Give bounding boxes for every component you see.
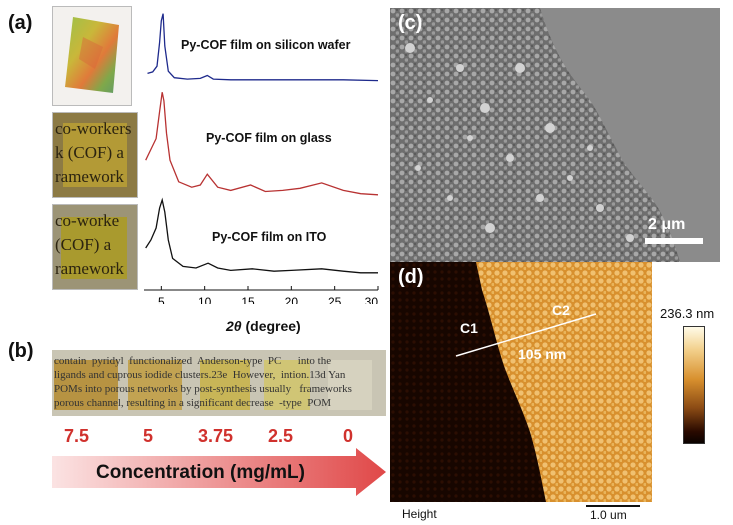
sem-texture — [390, 8, 720, 262]
afm-image: (d) C1 C2 105 nm — [390, 262, 652, 502]
sem-scale-label: 2 μm — [648, 216, 686, 233]
concentration-arrow — [52, 448, 386, 496]
x-tick-label-20: 20 — [285, 295, 299, 304]
film-photo-glass: co-workers k (COF) a ramework — [52, 112, 138, 198]
iridescent-film-image — [65, 17, 119, 93]
x-tick-label-30: 30 — [365, 295, 379, 304]
concentration-5: 5 — [143, 426, 154, 446]
afm-colorbar — [683, 326, 705, 444]
sem-particle — [587, 145, 593, 151]
sem-scale-bar — [645, 238, 703, 244]
x-axis-unit: (degree) — [241, 318, 301, 334]
sem-particle — [515, 63, 525, 73]
xrd-chart: 5 10 15 20 25 30 — [144, 13, 379, 304]
film-2.5 — [264, 360, 310, 410]
x-tick-label-25: 25 — [328, 295, 342, 304]
x-axis-title: 2θ (degree) — [226, 318, 301, 334]
sem-particle — [596, 204, 604, 212]
sem-particle — [567, 175, 573, 181]
afm-point-c2: C2 — [552, 302, 570, 318]
film-photo-silicon — [52, 6, 132, 106]
sem-particle — [405, 43, 415, 53]
series-line-1 — [145, 92, 379, 196]
afm-colorbar-max-label: 236.3 nm — [660, 306, 715, 321]
afm-step-height: 105 nm — [518, 346, 567, 362]
photo-text-ito: co-worke (COF) a ramework — [55, 211, 124, 278]
film-5 — [128, 360, 182, 410]
series-label-ito: Py-COF film on ITO — [212, 230, 327, 244]
film-7.5 — [54, 360, 118, 410]
afm-channel-label: Height — [402, 507, 437, 521]
sem-particle — [447, 195, 453, 201]
sem-particle — [427, 97, 433, 103]
series-label-silicon: Py-COF film on silicon wafer — [181, 38, 351, 52]
concentration-arrow-label: Concentration (mg/mL) — [96, 462, 305, 483]
concentration-2.5: 2.5 — [268, 426, 294, 446]
sem-particle — [456, 64, 464, 72]
concentration-7.5: 7.5 — [64, 426, 90, 446]
concentration-strip: contain pyridyl functionalized Anderson-… — [52, 350, 386, 416]
x-tick-label-15: 15 — [241, 295, 255, 304]
concentration-0: 0 — [343, 426, 354, 446]
sem-particle — [415, 165, 421, 171]
concentration-3.75: 3.75 — [198, 426, 234, 446]
sem-particle — [485, 223, 495, 233]
panel-c-label: (c) — [398, 12, 423, 34]
afm-scale-bar — [586, 505, 640, 507]
afm-scale-label: 1.0 um — [590, 508, 627, 522]
panel-b-label: (b) — [8, 340, 34, 362]
series-line-0 — [147, 13, 379, 82]
sem-particle — [536, 194, 544, 202]
sem-particle — [545, 123, 555, 133]
afm-point-c1: C1 — [460, 320, 478, 336]
afm-texture — [390, 262, 652, 502]
film-0 — [328, 360, 372, 410]
film-3.75 — [200, 360, 250, 410]
x-axis-symbol: 2θ — [226, 318, 242, 334]
sem-particle — [626, 234, 634, 242]
sem-image: (c) 2 μm — [390, 8, 720, 262]
series-label-glass: Py-COF film on glass — [206, 131, 332, 145]
sem-particle — [506, 154, 514, 162]
photo-text-glass: co-workers k (COF) a ramework — [55, 119, 132, 186]
x-tick-label-10: 10 — [198, 295, 212, 304]
film-photo-ito: co-worke (COF) a ramework — [52, 204, 138, 290]
afm-profile-line — [455, 313, 597, 357]
sem-particle — [480, 103, 490, 113]
series-line-2 — [145, 197, 378, 274]
x-tick-label-5: 5 — [158, 295, 165, 304]
panel-d-label: (d) — [398, 266, 424, 288]
sem-particle — [467, 135, 473, 141]
strip-background-text: contain pyridyl functionalized Anderson-… — [54, 355, 352, 409]
panel-a-label: (a) — [8, 12, 33, 34]
